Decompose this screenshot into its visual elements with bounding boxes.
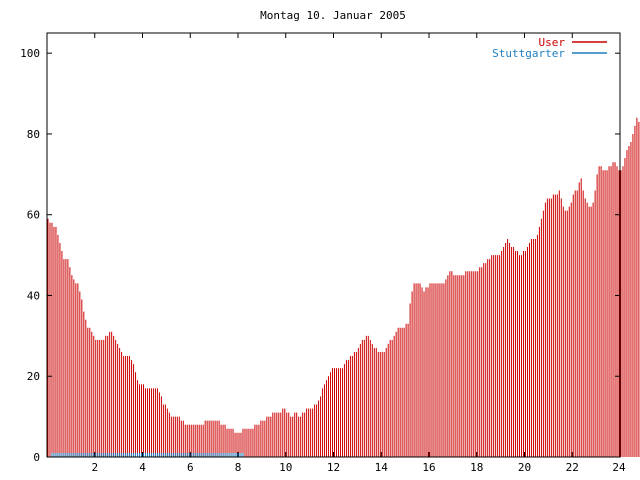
legend-label-stuttgarter: Stuttgarter: [492, 47, 565, 60]
x-tick-label: 14: [375, 461, 389, 474]
stuttgarter-bars: [51, 452, 244, 457]
legend-label-user: User: [539, 36, 566, 49]
x-axis: 2 4 6 8 10 12 14 16 18 20 22 24: [91, 33, 626, 474]
chart-title: Montag 10. Januar 2005: [260, 9, 406, 22]
x-tick-label: 20: [518, 461, 531, 474]
x-tick-label: 6: [187, 461, 194, 474]
y-tick-label: 40: [27, 289, 40, 302]
y-tick-label: 100: [20, 47, 40, 60]
legend: User Stuttgarter: [492, 36, 607, 60]
x-tick-label: 22: [566, 461, 579, 474]
x-tick-label: 16: [422, 461, 435, 474]
x-tick-label: 24: [612, 461, 626, 474]
x-tick-label: 10: [279, 461, 292, 474]
x-tick-label: 4: [139, 461, 146, 474]
y-tick-label: 0: [33, 451, 40, 464]
x-tick-label: 12: [327, 461, 340, 474]
user-bars: [47, 117, 640, 457]
y-tick-label: 60: [27, 209, 40, 222]
y-tick-label: 80: [27, 128, 40, 141]
x-tick-label: 2: [91, 461, 98, 474]
y-axis: 0 20 40 60 80 100: [20, 47, 620, 464]
x-tick-label: 18: [470, 461, 483, 474]
x-tick-label: 8: [235, 461, 242, 474]
y-tick-label: 20: [27, 370, 40, 383]
plot-frame: [46, 32, 621, 458]
